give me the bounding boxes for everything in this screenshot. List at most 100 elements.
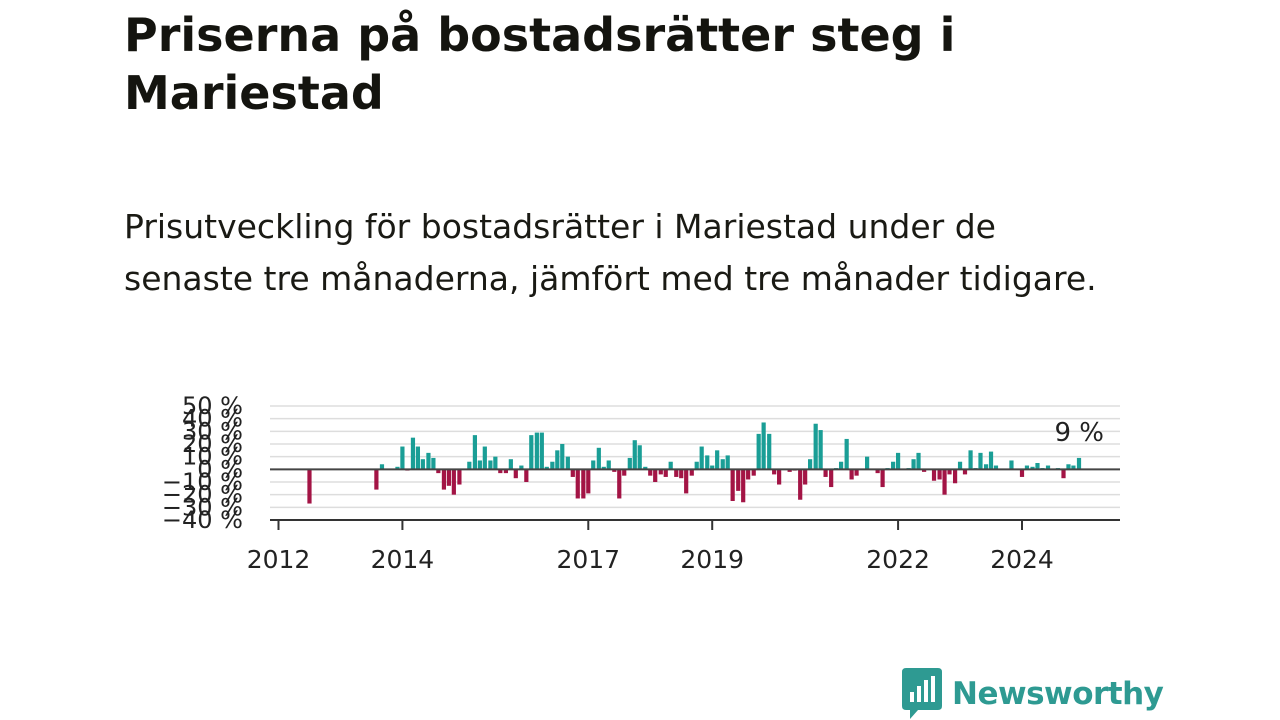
bar [555,450,560,470]
bar [596,447,601,470]
bar [988,451,994,470]
bar [498,469,503,474]
bar [844,438,849,470]
bar [942,469,947,495]
y-tick-label: −10 % [162,468,243,496]
x-tick-label: 2024 [990,545,1054,574]
y-tick-label: 30 % [182,417,243,445]
bar [482,446,487,470]
bar [529,435,534,470]
bar [668,461,673,470]
bar [916,452,921,470]
bar [663,469,668,477]
bar [503,469,508,474]
bar [808,459,813,470]
bar [962,469,968,475]
bar [922,469,927,472]
y-tick-label: −30 % [162,493,243,521]
bar [586,469,591,494]
bar [978,452,983,470]
bar [1061,469,1066,479]
bar [968,450,973,470]
bar [612,469,617,472]
chart-subtitle: Prisutveckling för bostadsrätter i Marie… [124,207,1097,298]
bar [395,466,400,470]
bar [622,469,627,476]
bar [513,469,518,479]
bar [931,469,937,481]
bar [937,469,942,480]
y-tick-label: 0 % [197,455,243,483]
axes: −40 %−30 %−20 %−10 %0 %10 %20 %30 %40 %5… [162,392,1120,574]
bar [1071,465,1076,470]
bar [957,461,963,470]
bar [725,455,730,470]
bar [457,469,462,485]
bar [508,459,513,470]
bar [426,452,431,470]
bar [875,469,880,474]
bar [679,469,684,479]
bar [467,461,472,470]
bar [880,469,885,488]
bar [761,422,766,470]
bar [477,460,482,470]
bar [374,469,379,490]
bar [715,450,720,470]
bar [777,469,782,485]
bar [653,469,658,482]
brand-name: Newsworthy [952,676,1164,712]
bar [993,465,999,470]
bar [694,461,699,470]
bar [751,469,756,476]
bar [637,445,642,470]
bar [560,444,565,470]
bar [591,460,596,470]
bar [575,469,580,499]
bar [823,469,828,477]
x-tick-label: 2022 [866,545,930,574]
y-tick-label: 10 % [182,443,243,471]
bar [818,430,823,470]
bar [1035,463,1040,470]
bar [787,469,792,472]
y-tick-label: 50 % [182,392,243,420]
bar [772,469,777,475]
bar [643,466,648,470]
bar [746,469,751,480]
bar [854,469,859,476]
bar [684,469,689,494]
bar [519,465,524,470]
x-tick-label: 2012 [247,545,311,574]
bar [1030,466,1035,470]
bar-chart: −40 %−30 %−20 %−10 %0 %10 %20 %30 %40 %5… [162,392,1120,574]
bar [648,469,653,476]
bar [581,469,586,499]
bar [524,469,529,482]
bar [1076,457,1082,470]
bar [1045,465,1051,470]
bar [829,469,834,488]
bar [699,446,704,470]
bar [674,469,679,477]
bar [488,460,493,470]
bar [544,466,549,470]
bar [472,435,478,470]
bar [415,446,421,470]
bar [911,459,916,470]
y-tick-label: 20 % [182,430,243,458]
bar [1009,460,1014,470]
bar [756,433,761,470]
x-tick-label: 2014 [371,545,435,574]
bar [658,469,663,475]
bar [736,469,741,491]
bar [720,459,725,470]
bars [307,422,1082,504]
bar-chart-speech-bubble-icon [902,668,942,719]
bar [632,440,637,470]
bar [947,469,952,475]
bar [446,469,451,486]
bar [689,469,694,476]
bar [565,456,570,470]
bar [606,460,611,470]
